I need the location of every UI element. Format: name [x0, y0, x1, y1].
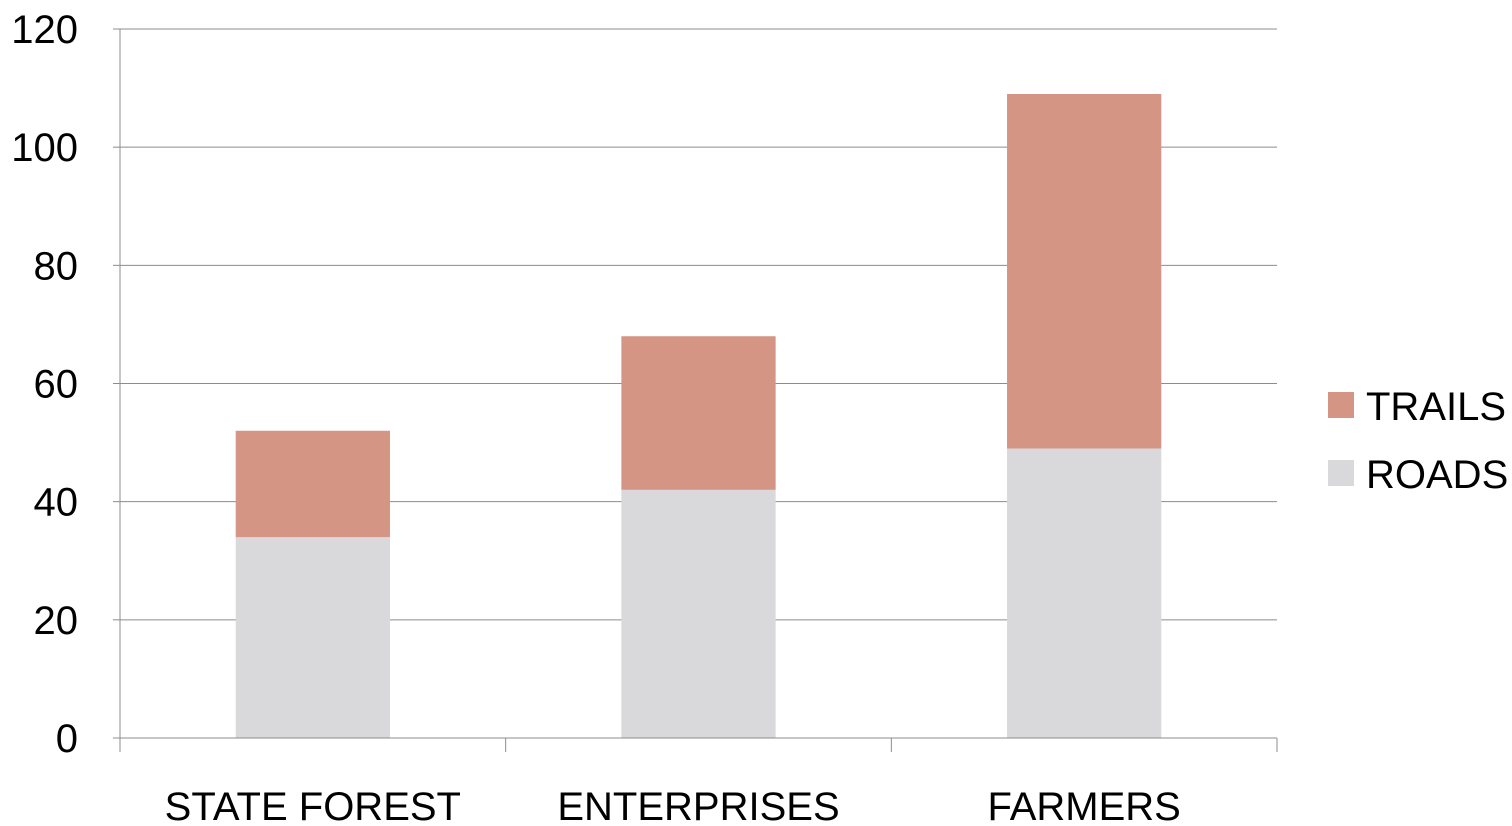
bar-roads-enterprises: [621, 489, 776, 738]
legend-label-roads: ROADS: [1366, 453, 1508, 497]
x-tick-label: FARMERS: [987, 785, 1180, 826]
bars: [235, 93, 1162, 738]
legend: TRAILS ROADS: [1328, 385, 1508, 497]
legend-swatch-trails: [1328, 392, 1354, 418]
axes: [113, 28, 1278, 752]
y-axis-tick-labels: 0 20 40 60 80 100 120: [11, 8, 78, 761]
y-tick-label: 60: [34, 363, 79, 407]
bar-trails-enterprises: [621, 336, 776, 490]
bar-trails-state-forest: [235, 430, 390, 538]
bar-roads-farmers: [1007, 448, 1162, 738]
legend-swatch-roads: [1328, 460, 1354, 486]
y-tick-label: 120: [11, 8, 78, 52]
y-tick-label: 80: [34, 244, 79, 288]
y-tick-label: 40: [34, 481, 79, 525]
y-tick-label: 20: [34, 599, 79, 643]
bar-trails-farmers: [1007, 93, 1162, 449]
x-tick-label: ENTERPRISES: [557, 785, 839, 826]
y-tick-label: 0: [56, 717, 78, 761]
y-tick-label: 100: [11, 126, 78, 170]
x-axis-tick-labels: STATE FOREST ENTERPRISES FARMERS: [165, 785, 1181, 826]
bar-roads-state-forest: [235, 537, 390, 738]
legend-label-trails: TRAILS: [1366, 385, 1506, 429]
x-tick-label: STATE FOREST: [165, 785, 461, 826]
